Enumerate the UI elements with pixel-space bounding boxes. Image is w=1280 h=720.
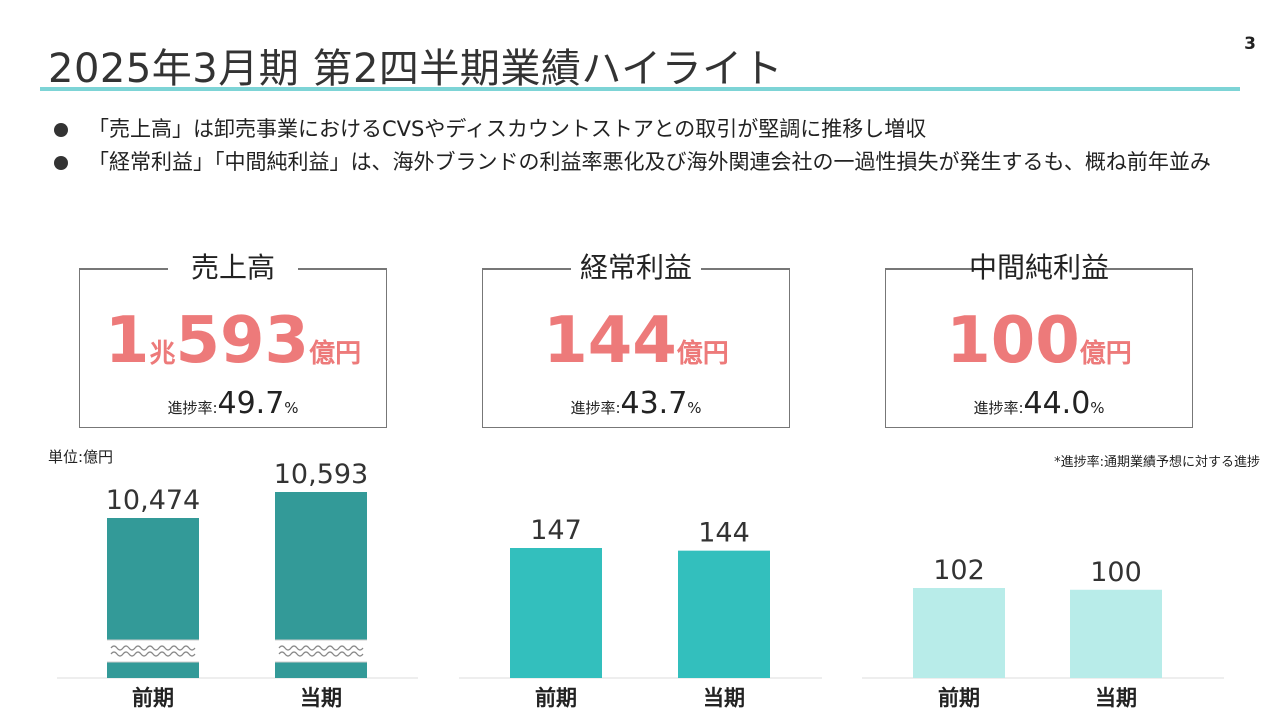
data-label: 147 (530, 515, 582, 546)
progress-label: 進捗率: (570, 399, 621, 417)
data-label: 144 (698, 518, 750, 549)
chart-bar (510, 548, 602, 678)
category-label: 当期 (300, 686, 342, 710)
data-label: 100 (1090, 557, 1142, 588)
page-number: 3 (1244, 34, 1256, 54)
chart-bar (678, 550, 770, 678)
bullet-item: 「経常利益」「中間純利益」は、海外ブランドの利益率悪化及び海外関連会社の一過性損… (54, 149, 1234, 176)
category-label: 前期 (938, 686, 980, 710)
kpi-value: 1兆593億円 (80, 304, 386, 378)
progress-value: 44.0 (1023, 386, 1091, 421)
bullet-text: 「売上高」は卸売事業におけるCVSやディスカウントストアとの取引が堅調に推移し増… (88, 117, 927, 141)
bar-charts: 10,474 前期 10,593 当期 147 前期 144 当期 102 前期 100 当期 (57, 459, 1224, 710)
axis-break-wave (110, 651, 196, 657)
footnote: *進捗率:通期業績予想に対する進捗 (1054, 455, 1260, 470)
kpi-box-ordinary-profit: 経常利益 144億円 進捗率:43.7% (482, 251, 790, 428)
box-border (298, 268, 386, 270)
axis-break-wave (110, 645, 196, 651)
kpi-progress: 進捗率:44.0% (886, 386, 1192, 421)
bullet-item: 「売上高」は卸売事業におけるCVSやディスカウントストアとの取引が堅調に推移し増… (54, 116, 1234, 143)
unit-note: 単位:億円 (48, 448, 114, 466)
page-title: 2025年3月期 第2四半期業績ハイライト (48, 46, 784, 92)
category-label: 前期 (132, 686, 174, 710)
kpi-value-prefix-unit: 兆 (149, 339, 176, 369)
title-underline (40, 87, 1240, 91)
category-label: 当期 (1095, 686, 1137, 710)
chart-bar (1070, 589, 1162, 678)
progress-label: 進捗率: (973, 399, 1024, 417)
kpi-value-prefix: 1 (104, 304, 150, 378)
progress-value: 43.7 (620, 386, 688, 421)
axis-break-gap (275, 640, 367, 662)
data-label: 10,474 (106, 485, 200, 516)
kpi-value: 144億円 (483, 304, 789, 378)
bullet-dot-icon (54, 156, 68, 170)
kpi-box-net-profit: 中間純利益 100億円 進捗率:44.0% (885, 251, 1193, 428)
axis-break-wave (278, 651, 364, 657)
kpi-value-main: 100 (946, 304, 1080, 378)
bullet-list: 「売上高」は卸売事業におけるCVSやディスカウントストアとの取引が堅調に推移し増… (54, 116, 1234, 182)
box-border (483, 268, 571, 270)
category-label: 前期 (535, 686, 577, 710)
chart-bar (913, 588, 1005, 678)
kpi-label: 売上高 (190, 251, 275, 284)
kpi-progress: 進捗率:43.7% (483, 386, 789, 421)
data-label: 102 (933, 555, 985, 586)
kpi-value: 100億円 (886, 304, 1192, 378)
kpi-value-unit: 億円 (1079, 339, 1132, 369)
kpi-value-main: 144 (543, 304, 677, 378)
bullet-dot-icon (54, 123, 68, 137)
category-label: 当期 (703, 686, 745, 710)
bullet-text: 「経常利益」「中間純利益」は、海外ブランドの利益率悪化及び海外関連会社の一過性損… (88, 150, 1211, 174)
data-label: 10,593 (274, 459, 368, 490)
kpi-value-unit: 億円 (676, 339, 729, 369)
box-border (1104, 268, 1192, 270)
axis-break-gap (107, 640, 199, 662)
progress-unit: % (284, 399, 299, 417)
progress-value: 49.7 (217, 386, 285, 421)
kpi-box-sales: 売上高 1兆593億円 進捗率:49.7% (79, 251, 387, 428)
kpi-label: 経常利益 (579, 251, 692, 284)
kpi-progress: 進捗率:49.7% (80, 386, 386, 421)
box-border (701, 268, 789, 270)
box-border (80, 268, 168, 270)
progress-unit: % (1090, 399, 1105, 417)
kpi-value-unit: 億円 (309, 339, 362, 369)
kpi-value-main: 593 (175, 304, 310, 378)
progress-label: 進捗率: (167, 399, 218, 417)
box-border (886, 268, 974, 270)
axis-break-wave (278, 645, 364, 651)
kpi-label: 中間純利益 (968, 251, 1109, 284)
progress-unit: % (687, 399, 702, 417)
